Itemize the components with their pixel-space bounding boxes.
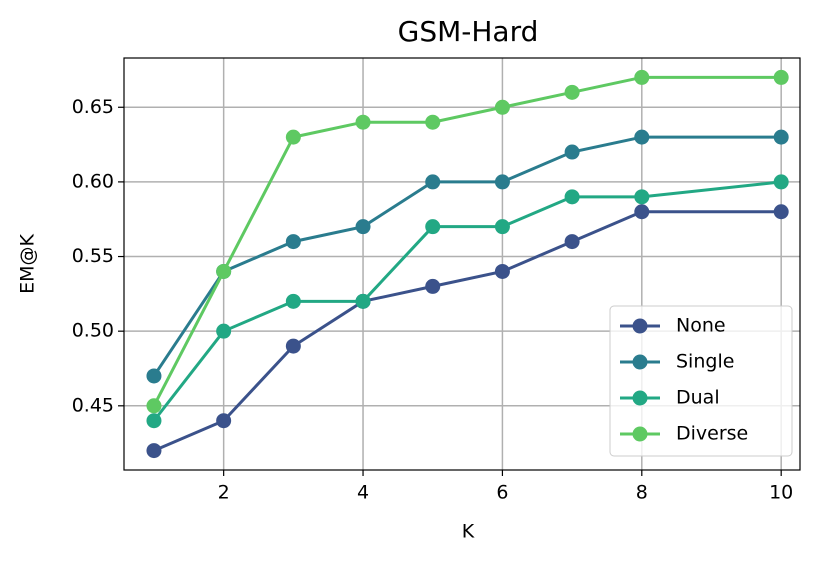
plot-frame	[123, 57, 801, 471]
point	[425, 174, 441, 190]
legend-label: Diverse	[676, 423, 748, 445]
x-tick-label: 10	[769, 482, 793, 504]
point	[216, 323, 232, 339]
point	[564, 234, 580, 250]
x-tick-label: 2	[218, 482, 230, 504]
point	[564, 84, 580, 100]
point	[285, 338, 301, 354]
point	[146, 368, 162, 384]
x-axis-label: K	[462, 521, 475, 543]
point	[216, 263, 232, 279]
point	[355, 219, 371, 235]
chart-title: GSM-Hard	[398, 15, 539, 48]
y-tick-label: 0.50	[72, 320, 114, 342]
legend-marker	[632, 318, 648, 334]
point	[634, 189, 650, 205]
y-tick-label: 0.45	[72, 394, 114, 416]
legend-marker	[632, 390, 648, 406]
point	[216, 413, 232, 429]
point	[285, 234, 301, 250]
x-tick-label: 6	[496, 482, 508, 504]
point	[146, 443, 162, 459]
point	[425, 278, 441, 294]
y-tick-label: 0.60	[72, 170, 114, 192]
y-axis-label: EM@K	[17, 234, 39, 294]
y-tick-label: 0.65	[72, 96, 114, 118]
point	[564, 144, 580, 160]
y-tick-label: 0.55	[72, 245, 114, 267]
legend-label: Single	[676, 351, 734, 373]
point	[773, 129, 789, 145]
point	[634, 129, 650, 145]
point	[494, 99, 510, 115]
point	[494, 219, 510, 235]
point	[146, 413, 162, 429]
point	[773, 174, 789, 190]
point	[146, 398, 162, 414]
point	[634, 69, 650, 85]
x-tick-label: 8	[636, 482, 648, 504]
point	[634, 204, 650, 220]
legend-marker	[632, 354, 648, 370]
point	[355, 114, 371, 130]
legend-label: None	[676, 315, 726, 337]
point	[773, 69, 789, 85]
point	[425, 219, 441, 235]
point	[355, 293, 371, 309]
point	[285, 293, 301, 309]
legend-marker	[632, 426, 648, 442]
point	[564, 189, 580, 205]
legend-label: Dual	[676, 387, 720, 409]
point	[773, 204, 789, 220]
point	[494, 174, 510, 190]
point	[425, 114, 441, 130]
x-tick-label: 4	[357, 482, 369, 504]
point	[494, 263, 510, 279]
legend-box	[609, 305, 793, 457]
point	[285, 129, 301, 145]
